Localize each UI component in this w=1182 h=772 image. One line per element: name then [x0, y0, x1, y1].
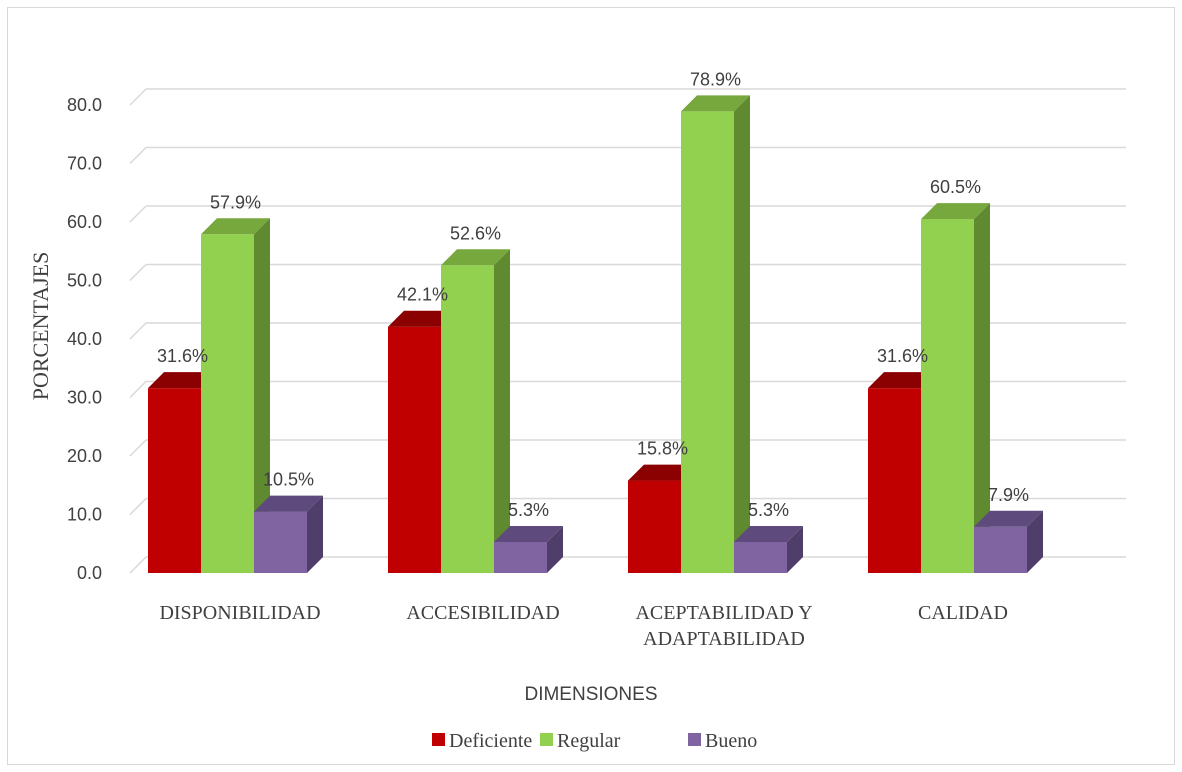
bar-front [494, 541, 547, 573]
category-label: ACCESIBILIDAD [406, 602, 559, 624]
category-label-line: CALIDAD [918, 602, 1008, 624]
legend-item-bueno: Bueno [688, 730, 757, 752]
bar-side [974, 203, 990, 573]
y-tick-label: 40.0 [67, 329, 102, 349]
bar-top [254, 495, 323, 512]
bar-side [307, 495, 323, 573]
y-tick-label: 10.0 [67, 505, 102, 525]
bar-top [921, 203, 990, 220]
bar-front [921, 219, 974, 573]
bar-front [441, 265, 494, 573]
x-axis-title: DIMENSIONES [524, 684, 657, 705]
y-tick-labels: 0.0 10.0 20.0 30.0 40.0 50.0 60.0 70.0 80.0 [67, 95, 102, 583]
gridline-diagonal [129, 439, 147, 457]
bar-top [974, 510, 1043, 527]
bar-regular [681, 95, 750, 573]
bar-front [681, 111, 734, 573]
data-label: 57.9% [210, 192, 261, 212]
gridline-diagonal [129, 205, 147, 223]
bar-side [734, 95, 750, 573]
category-label-line: ADAPTABILIDAD [643, 628, 805, 650]
bar-side [494, 249, 510, 574]
gridline-diagonal [129, 146, 147, 165]
y-tick-label: 50.0 [67, 271, 102, 291]
bar-top [681, 95, 750, 112]
bar-front [734, 541, 787, 573]
chart-svg: 0.0 10.0 20.0 30.0 40.0 50.0 60.0 70.0 80.0 31.6… [28, 69, 1126, 752]
bar-front [868, 388, 921, 573]
data-label: 42.1% [397, 285, 448, 305]
data-label: 15.8% [637, 439, 688, 459]
legend: Deficiente Regular Bueno [432, 730, 757, 752]
bar-top [494, 525, 563, 542]
gridline-diagonal [129, 497, 147, 516]
bar-top [148, 372, 217, 389]
legend-label: Deficiente [449, 730, 532, 752]
bar-front [148, 388, 201, 573]
bar-front [974, 526, 1027, 573]
legend-item-deficiente: Deficiente [432, 730, 532, 752]
bar-top [734, 525, 803, 542]
y-axis-title: PORCENTAJES [28, 252, 53, 401]
bar-top [628, 464, 697, 481]
data-label: 78.9% [690, 69, 741, 89]
bar-front [388, 326, 441, 573]
bars [148, 95, 1043, 574]
bar-side [547, 525, 563, 573]
data-label: 7.9% [988, 485, 1029, 505]
bar-bueno [254, 495, 323, 573]
legend-label: Regular [557, 730, 621, 752]
gridline-diagonal [129, 556, 147, 574]
data-label: 10.5% [263, 470, 314, 490]
bar-bueno [494, 525, 563, 573]
y-tick-label: 60.0 [67, 212, 102, 232]
gridline-diagonal [129, 263, 147, 282]
legend-swatch [540, 733, 553, 746]
bar-top [441, 249, 510, 266]
bar-bueno [974, 510, 1043, 573]
bar-side [1027, 510, 1043, 573]
bar-top [201, 218, 270, 235]
data-label: 52.6% [450, 223, 501, 243]
data-label: 31.6% [157, 346, 208, 366]
category-label-line: ACCESIBILIDAD [406, 602, 559, 624]
bar-regular [921, 203, 990, 573]
bar-top [868, 372, 937, 389]
category-label: DISPONIBILIDAD [159, 602, 320, 624]
data-label: 5.3% [748, 500, 789, 520]
bar-bueno [734, 525, 803, 573]
y-tick-label: 70.0 [67, 154, 102, 174]
y-tick-label: 80.0 [67, 95, 102, 115]
y-tick-label: 0.0 [77, 563, 102, 583]
legend-swatch [688, 733, 701, 746]
gridline-diagonal [129, 380, 147, 399]
bar-side [787, 525, 803, 573]
bar-top [388, 310, 457, 327]
gridline-diagonal [129, 322, 147, 340]
y-tick-label: 20.0 [67, 446, 102, 466]
legend-item-regular: Regular [540, 730, 621, 752]
legend-label: Bueno [705, 730, 757, 752]
data-label: 5.3% [508, 500, 549, 520]
category-label: CALIDAD [918, 602, 1008, 624]
category-label-line: DISPONIBILIDAD [159, 602, 320, 624]
data-label: 31.6% [877, 346, 928, 366]
gridline-diagonal [129, 88, 147, 106]
legend-swatch [432, 733, 445, 746]
y-tick-label: 30.0 [67, 388, 102, 408]
category-label: ACEPTABILIDAD Y ADAPTABILIDAD [635, 602, 812, 650]
category-labels: DISPONIBILIDAD ACCESIBILIDAD ACEPTABILIDAD… [159, 602, 1008, 650]
bar-regular [441, 249, 510, 574]
chart-frame: 0.0 10.0 20.0 30.0 40.0 50.0 60.0 70.0 80.0 31.6… [7, 7, 1175, 765]
bar-front [254, 511, 307, 573]
category-label-line: ACEPTABILIDAD Y [635, 602, 812, 624]
bar-regular [201, 218, 270, 573]
data-label: 60.5% [930, 177, 981, 197]
data-labels: 31.6% 57.9% 10.5% 42.1% 52.6% 5.3% 15.8% 78.9% 5… [157, 69, 1029, 520]
bar-side [254, 218, 270, 573]
bar-front [628, 480, 681, 573]
bar-front [201, 234, 254, 573]
